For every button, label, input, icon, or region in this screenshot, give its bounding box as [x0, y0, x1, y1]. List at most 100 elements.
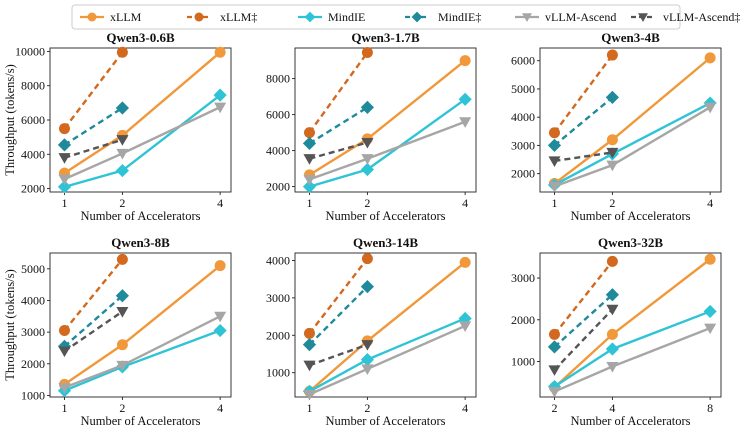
- data-point: [458, 92, 472, 106]
- data-point: [606, 147, 619, 159]
- data-point: [459, 321, 472, 332]
- data-point: [459, 117, 472, 128]
- data-point: [548, 387, 561, 398]
- series-line: [309, 98, 466, 188]
- legend-item-vllm-ascend-dagger: vLLM-Ascend‡: [631, 10, 740, 24]
- data-point: [302, 180, 317, 194]
- panel-qwen3-4b: Qwen3-4B 2000 3000 4000 5000 6000 1 2 4 Number of…: [511, 30, 722, 223]
- x-tick-label: 1: [61, 401, 67, 415]
- data-point: [57, 339, 72, 353]
- y-tick-label: 6000: [511, 54, 535, 68]
- series-xllm-dagger: [548, 49, 618, 139]
- series-line: [63, 258, 124, 332]
- series-line: [308, 257, 369, 335]
- y-tick-label: 2000: [266, 328, 290, 342]
- data-point: [360, 100, 374, 114]
- data-point: [213, 88, 227, 102]
- y-tick-label: 2000: [21, 357, 45, 371]
- data-point: [547, 138, 562, 153]
- data-point: [303, 360, 316, 372]
- y-tick-label: 4000: [511, 110, 535, 124]
- y-tick-label: 4000: [21, 147, 45, 161]
- data-point: [360, 352, 374, 367]
- series-mindie-dagger: [302, 280, 374, 352]
- data-point: [303, 154, 316, 165]
- x-axis-label: Number of Accelerators: [325, 414, 445, 428]
- series-line: [308, 285, 369, 346]
- legend-frame: [71, 4, 681, 30]
- y-tick-label: 1000: [266, 366, 290, 380]
- x-tick-label: 1: [306, 196, 312, 210]
- y-axis-label: Throughput (tokens/s): [3, 64, 17, 175]
- series-line: [308, 324, 466, 396]
- x-axis-label: Number of Accelerators: [570, 209, 690, 223]
- data-point: [606, 328, 618, 340]
- panel-title: Qwen3-14B: [353, 235, 418, 250]
- x-tick-label: 2: [364, 196, 370, 210]
- x-axis-label: Number of Accelerators: [80, 414, 200, 428]
- series-line: [64, 94, 221, 189]
- series-line: [554, 106, 711, 188]
- series-mindie: [547, 96, 717, 192]
- y-tick-label: 3000: [511, 271, 535, 285]
- data-point: [361, 364, 374, 375]
- x-tick-label: 1: [61, 196, 67, 210]
- data-point: [58, 382, 71, 394]
- data-point: [703, 304, 717, 319]
- series-xllm: [548, 253, 716, 393]
- x-tick-label: 8: [707, 401, 713, 415]
- y-tick-label: 4000: [266, 253, 290, 267]
- series-mindie-dagger: [57, 289, 129, 353]
- data-point: [606, 361, 619, 373]
- series-vllm-ascend-dagger: [548, 147, 619, 167]
- data-point: [606, 255, 618, 267]
- data-point: [548, 365, 561, 376]
- x-tick-label: 4: [462, 196, 468, 210]
- legend-marker-triangle: [522, 13, 532, 22]
- legend-marker-diamond: [304, 11, 316, 23]
- series-line: [553, 101, 711, 186]
- data-point: [115, 289, 129, 303]
- series-xllm-dagger: [58, 253, 128, 337]
- series-vllm-ascend: [303, 321, 472, 401]
- x-tick-label: 1: [551, 196, 557, 210]
- x-tick-label: 2: [609, 196, 615, 210]
- data-point: [459, 256, 471, 268]
- data-point: [548, 127, 560, 139]
- panel-title: Qwen3-8B: [111, 235, 170, 250]
- x-tick-label: 2: [551, 401, 557, 415]
- data-point: [303, 389, 316, 401]
- data-point: [360, 162, 374, 177]
- series-vllm-ascend: [548, 102, 717, 193]
- series-vllm-ascend-dagger: [58, 307, 129, 358]
- x-tick-label: 1: [306, 401, 312, 415]
- y-tick-label: 1000: [511, 355, 535, 369]
- y-tick-label: 8000: [266, 72, 290, 86]
- series-line: [553, 96, 614, 147]
- legend-item-vllm-ascend: vLLM-Ascend: [515, 10, 616, 24]
- series-xllm-dagger: [58, 46, 128, 135]
- series-vllm-ascend: [303, 117, 472, 186]
- series-vllm-ascend: [548, 323, 717, 398]
- data-point: [361, 47, 373, 58]
- series-mindie-dagger: [547, 90, 619, 153]
- data-point: [115, 101, 129, 115]
- series-mindie-dagger: [57, 101, 129, 152]
- series-vllm-ascend-dagger: [58, 135, 129, 164]
- data-point: [548, 181, 561, 193]
- series-line: [553, 308, 614, 371]
- data-point: [548, 328, 560, 340]
- legend-item-mindie: MindIE: [298, 10, 365, 24]
- series-line: [308, 51, 369, 134]
- data-point: [361, 253, 373, 265]
- data-point: [58, 346, 71, 358]
- series-line: [553, 260, 614, 336]
- legend: xLLM xLLM‡ MindIE MindIE‡ vLLM-Ascend vLLM-As…: [71, 4, 740, 30]
- data-point: [116, 46, 128, 58]
- legend-item-mindie-dagger: MindIE‡: [405, 10, 481, 24]
- legend-marker-triangle: [638, 13, 648, 22]
- data-point: [303, 174, 316, 186]
- data-point: [116, 135, 129, 146]
- panel-qwen3-14b: Qwen3-14B 1000 2000 3000 4000 1 2 4 Number of Ac…: [266, 235, 477, 428]
